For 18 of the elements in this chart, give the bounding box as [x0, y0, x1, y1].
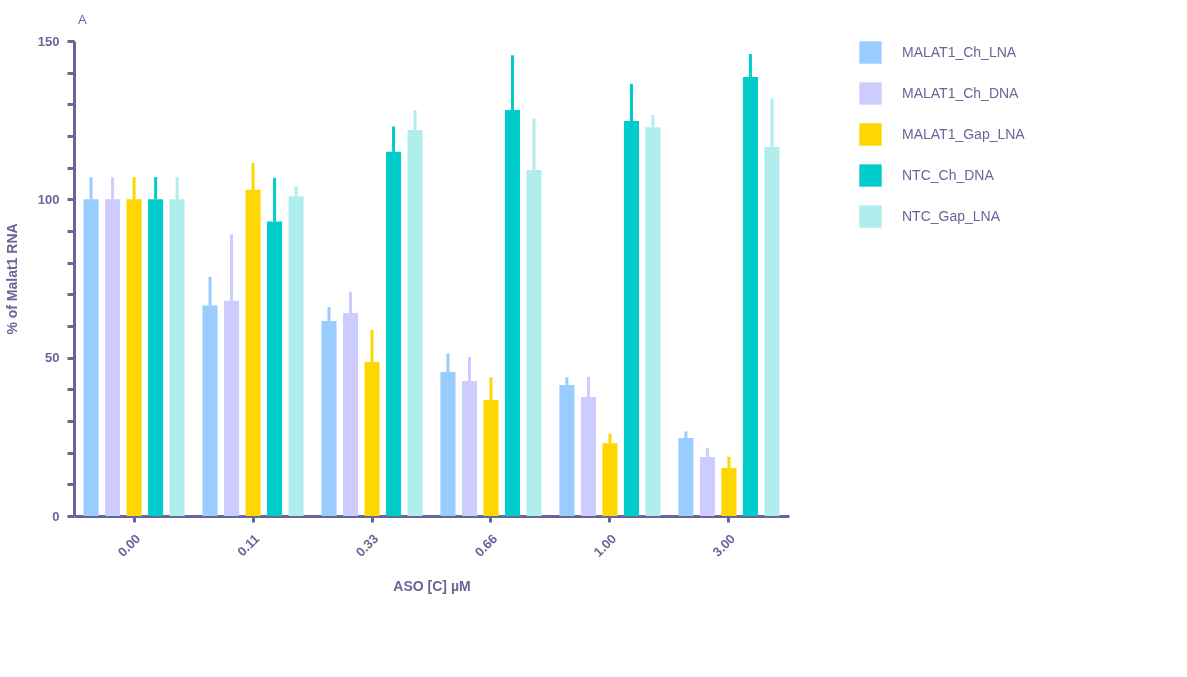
- y-tick-label: 50: [45, 350, 60, 366]
- y-axis-title: % of Malat1 RNA: [3, 223, 20, 335]
- legend-label: NTC_Gap_LNA: [902, 207, 1001, 224]
- x-tick-label: 0.33: [352, 531, 382, 560]
- x-tick-label: 3.00: [709, 531, 739, 560]
- legend-label: MALAT1_Gap_LNA: [902, 125, 1026, 142]
- y-tick-label: 150: [37, 33, 60, 49]
- y-tick-label: 100: [37, 191, 60, 207]
- x-tick-label: 0.11: [234, 531, 263, 560]
- y-tick-label: 0: [52, 508, 60, 524]
- legend-label: MALAT1_Ch_DNA: [902, 84, 1020, 101]
- x-tick-label: 1.00: [590, 531, 620, 560]
- text: A: [78, 12, 87, 27]
- x-axis-title: ASO [C] µM: [393, 577, 471, 594]
- x-tick-label: 0.00: [114, 531, 144, 560]
- legend-label: NTC_Ch_DNA: [902, 166, 995, 183]
- x-tick-label: 0.66: [471, 531, 501, 560]
- legend-label: MALAT1_Ch_LNA: [902, 43, 1017, 60]
